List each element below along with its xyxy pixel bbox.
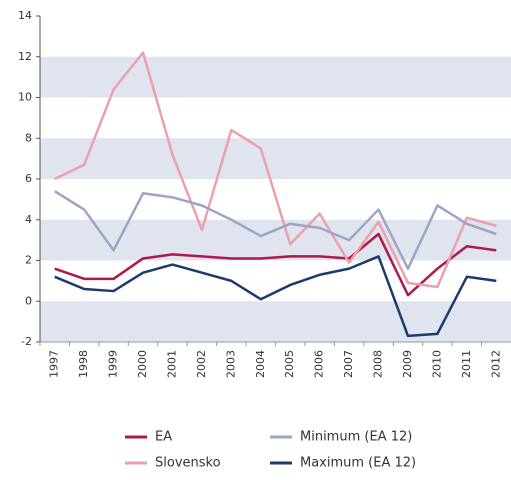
x-tick-label: 2007 <box>342 350 355 378</box>
band <box>40 138 511 179</box>
x-tick-label: 1999 <box>107 350 120 378</box>
x-tick-label: 2003 <box>224 350 237 378</box>
line-series <box>54 51 497 289</box>
y-tick-label: 12 <box>18 50 32 63</box>
y-tick-label: 8 <box>25 131 32 144</box>
x-tick-label: 2012 <box>489 350 502 378</box>
band <box>40 301 511 342</box>
x-tick-label: 1997 <box>48 350 61 378</box>
y-tick-label: 4 <box>25 213 32 226</box>
y-tick-label: 10 <box>18 91 32 104</box>
line-series <box>54 255 497 338</box>
x-tick-label: 1998 <box>77 350 90 378</box>
line-series <box>54 232 497 297</box>
band <box>40 219 511 261</box>
x-tick-label: 2008 <box>372 350 385 378</box>
line-series <box>54 190 497 270</box>
x-tick-label: 2006 <box>313 350 326 378</box>
x-tick-label: 2002 <box>195 350 208 378</box>
legend-label: Slovensko <box>155 456 221 471</box>
x-tick-label: 2009 <box>401 350 414 378</box>
x-tick-label: 2005 <box>283 350 296 378</box>
band <box>40 56 511 98</box>
x-tick-label: 2004 <box>254 350 267 378</box>
x-tick-label: 2000 <box>136 350 149 378</box>
x-tick-label: 2011 <box>460 350 473 378</box>
y-tick-label: -2 <box>21 335 32 348</box>
legend-label: Minimum (EA 12) <box>300 430 412 445</box>
x-tick-label: 2001 <box>165 350 178 378</box>
y-tick-label: 6 <box>25 172 32 185</box>
x-tick-label: 2010 <box>430 350 443 378</box>
legend-label: EA <box>155 430 172 445</box>
y-tick-label: 14 <box>18 9 32 22</box>
legend-label: Maximum (EA 12) <box>300 456 416 471</box>
y-tick-label: 0 <box>25 294 32 307</box>
y-tick-label: 2 <box>25 254 32 267</box>
